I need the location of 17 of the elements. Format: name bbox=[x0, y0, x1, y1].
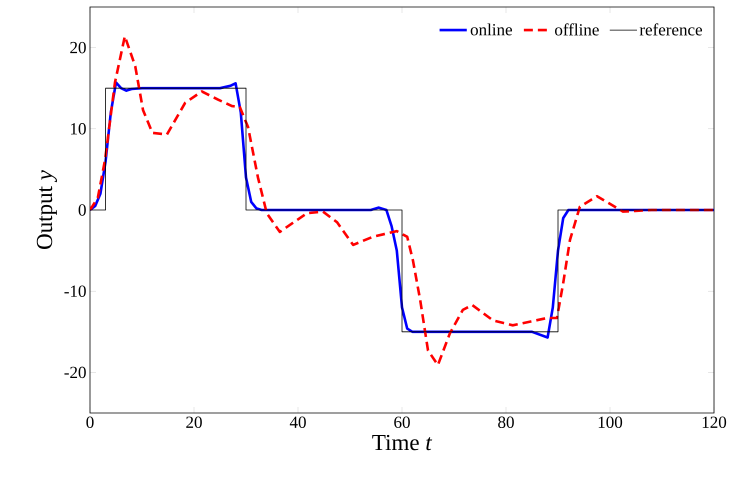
legend-label: offline bbox=[555, 23, 599, 36]
x-tick-label: 40 bbox=[290, 416, 306, 428]
x-axis-title: Time t bbox=[372, 434, 432, 450]
y-tick-label: -20 bbox=[64, 366, 86, 378]
legend-label: reference bbox=[640, 23, 702, 36]
legend-label: online bbox=[470, 23, 512, 36]
y-tick-label: 20 bbox=[70, 42, 86, 54]
x-tick-label: 80 bbox=[498, 416, 514, 428]
y-tick-label: 10 bbox=[70, 123, 86, 135]
y-axis-title: Output y bbox=[36, 170, 57, 249]
x-tick-label: 0 bbox=[86, 416, 94, 428]
x-tick-label: 20 bbox=[186, 416, 202, 428]
x-tick-label: 100 bbox=[598, 416, 622, 428]
y-tick-label: -10 bbox=[64, 285, 86, 297]
x-tick-label: 60 bbox=[394, 416, 410, 428]
x-tick-label: 120 bbox=[702, 416, 726, 428]
y-tick-label: 0 bbox=[78, 204, 86, 216]
